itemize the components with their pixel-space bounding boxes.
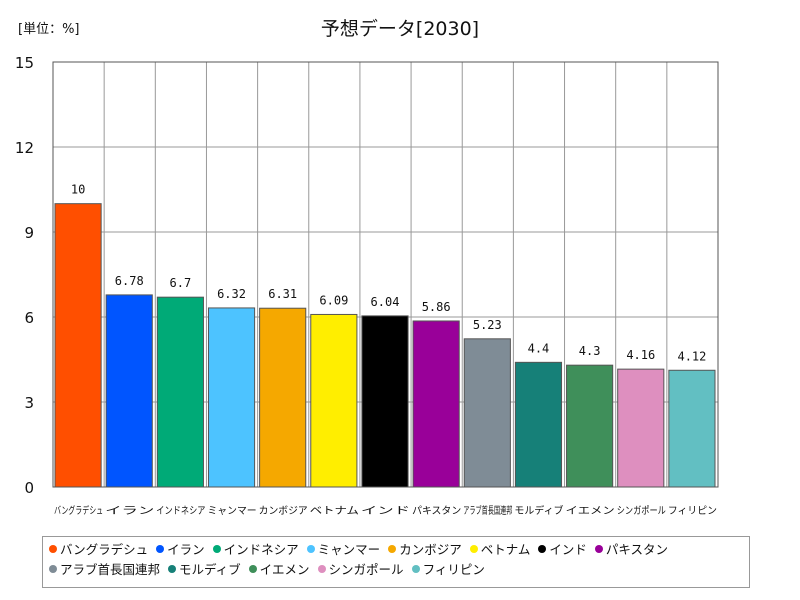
legend-item: バングラデシュ (49, 540, 148, 560)
data-label: 6.04 (371, 295, 400, 309)
chart-title: 予想データ[2030] (320, 18, 480, 40)
legend-item: シンガポール (317, 560, 404, 580)
bar-フィリピン (668, 369, 716, 488)
x-tick-label: ミャンマー (207, 506, 256, 517)
unit-label: [単位：%] (18, 22, 80, 37)
legend-marker-icon (594, 545, 603, 553)
x-tick-label: モルディブ (514, 504, 563, 517)
bar-インドネシア (156, 296, 204, 488)
legend-label: パキスタン (605, 542, 668, 557)
bar-パキスタン (412, 320, 460, 488)
data-label: 6.7 (170, 276, 192, 290)
x-tick-label: カンボジア (259, 505, 308, 517)
data-label: 6.78 (115, 274, 144, 288)
y-tick-label: 6 (24, 309, 34, 327)
bar-アラブ首長国連邦 (463, 338, 511, 488)
data-label: 10 (71, 183, 85, 197)
bar-バングラデシュ (54, 203, 102, 488)
legend-label: フィリピン (422, 562, 485, 577)
x-tick-label: イラン (105, 505, 154, 517)
legend-label: イラン (167, 542, 205, 557)
legend-label: イエメン (259, 562, 310, 577)
bar-イラン (105, 294, 153, 488)
legend-label: カンボジア (399, 542, 462, 557)
legend-item: アラブ首長国連邦 (49, 560, 160, 580)
legend-item: モルディブ (168, 560, 241, 580)
legend-label: ベトナム (480, 542, 531, 557)
legend-item: パキスタン (594, 540, 668, 560)
legend-label: インドネシア (223, 542, 299, 557)
legend-item: フィリピン (411, 560, 485, 580)
data-label: 4.4 (528, 341, 550, 355)
bar-シンガポール (617, 368, 665, 488)
legend-item: イエメン (248, 560, 310, 580)
legend-marker-icon (212, 545, 221, 553)
x-tick-label: パキスタン (412, 505, 461, 517)
x-tick-label: フィリピン (668, 505, 717, 517)
legend-marker-icon (49, 565, 57, 573)
bar-インド (361, 315, 409, 488)
legend-item: カンボジア (388, 540, 462, 560)
y-tick-label: 12 (15, 139, 34, 157)
data-label: 4.3 (579, 344, 601, 358)
legend-label: アラブ首長国連邦 (60, 562, 161, 577)
data-label: 6.09 (319, 293, 348, 307)
bar-イエメン (566, 364, 614, 488)
y-tick-label: 9 (24, 224, 34, 242)
data-label: 4.12 (677, 349, 706, 363)
legend-marker-icon (469, 545, 478, 553)
data-label: 6.32 (217, 287, 246, 301)
x-tick-label: アラブ首長国連邦 (463, 504, 512, 517)
x-tick-label: ベトナム (310, 505, 359, 517)
legend-marker-icon (248, 565, 257, 573)
bar-ミャンマー (207, 307, 256, 488)
x-tick-label: バングラデシュ (54, 504, 103, 517)
data-label: 6.31 (268, 287, 297, 301)
x-tick-label: インド (361, 506, 410, 517)
legend: バングラデシュ イラン インドネシア ミャンマー カンボジア ベトナム インド パキスタンアラ… (42, 536, 750, 588)
legend-item: インドネシア (212, 540, 299, 560)
legend-item: ベトナム (469, 540, 531, 560)
x-tick-label: シンガポール (617, 505, 666, 517)
legend-marker-icon (317, 565, 326, 573)
legend-marker-icon (168, 565, 177, 573)
legend-marker-icon (306, 545, 315, 553)
legend-marker-icon (538, 545, 547, 553)
legend-item: イラン (156, 540, 205, 560)
y-tick-label: 0 (24, 479, 34, 497)
data-label: 5.23 (473, 318, 502, 332)
legend-label: ミャンマー (317, 542, 381, 557)
legend-marker-icon (49, 545, 57, 553)
legend-label: モルディブ (179, 562, 241, 577)
legend-label: バングラデシュ (60, 542, 149, 557)
bar-ベトナム (310, 313, 358, 488)
bar-カンボジア (259, 307, 307, 488)
legend-label: インド (549, 542, 587, 557)
legend-item: インド (538, 540, 587, 560)
data-label: 5.86 (422, 300, 451, 314)
legend-marker-icon (156, 545, 165, 553)
legend-label: シンガポール (328, 562, 404, 577)
bar-モルディブ (514, 361, 563, 488)
y-tick-label: 15 (15, 54, 34, 72)
y-tick-label: 3 (24, 394, 34, 412)
data-label: 4.16 (626, 348, 655, 362)
legend-marker-icon (411, 565, 420, 573)
x-tick-label: インドネシア (156, 505, 205, 517)
x-tick-label: イエメン (566, 506, 615, 517)
plot-area (52, 61, 719, 488)
legend-item: ミャンマー (306, 540, 381, 560)
legend-marker-icon (388, 545, 397, 553)
